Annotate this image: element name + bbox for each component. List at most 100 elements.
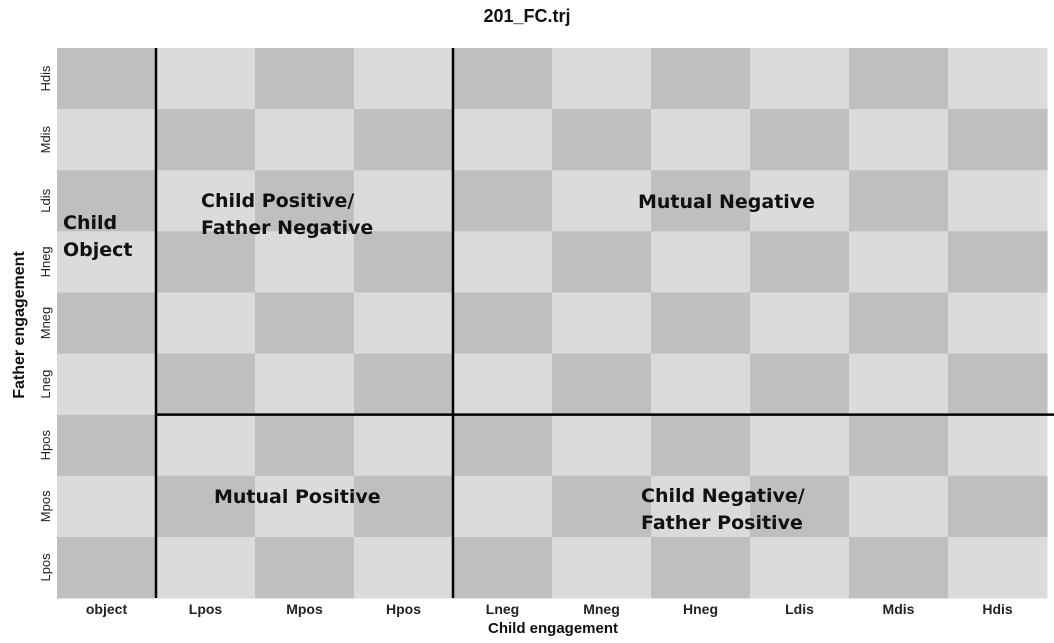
heatmap-cell [651,231,751,293]
heatmap-cell [57,292,157,355]
heatmap-cell [354,414,454,477]
x-tick-label: Hdis [982,601,1013,617]
y-tick-label: Hneg [38,246,53,277]
heatmap-cell [354,536,454,599]
heatmap-cell [453,231,553,293]
heatmap-cell [156,414,256,477]
heatmap-cell [57,109,157,171]
heatmap-cell [849,475,949,538]
heatmap-cell [453,292,553,355]
heatmap-cell [948,170,1048,232]
heatmap-cell [453,475,553,538]
heatmap-cell [849,170,949,232]
heatmap-cell [255,292,355,355]
region-label-mutual-positive: Mutual Positive [214,486,381,508]
heatmap-cell [849,231,949,293]
heatmap-cell [156,231,256,293]
heatmap-cell [354,292,454,355]
y-tick-label: Mpos [38,490,53,522]
heatmap-cell [57,475,157,538]
heatmap-cell [552,109,652,171]
heatmap-cell [255,109,355,171]
heatmap-cell [453,109,553,171]
heatmap-cell [255,536,355,599]
heatmap-cell [750,475,850,538]
heatmap-cell [849,109,949,171]
heatmap-cell [354,48,454,110]
heatmap-cell [948,414,1048,477]
heatmap-cell [750,48,850,110]
x-tick-label: Ldis [785,601,814,617]
heatmap-cell [453,353,553,416]
y-axis-label: Father engagement [11,251,28,399]
heatmap-cell [552,231,652,293]
y-tick-label: Hpos [38,430,53,461]
heatmap-cell [651,292,751,355]
heatmap-cell [156,48,256,110]
heatmap-cell [750,414,850,477]
heatmap-cell [156,292,256,355]
heatmap-cell [948,353,1048,416]
heatmap-cell [948,536,1048,599]
heatmap-cell [156,353,256,416]
heatmap-cell [750,353,850,416]
heatmap-cell [948,231,1048,293]
heatmap-cell [255,353,355,416]
heatmap-cell [552,48,652,110]
heatmap-cell [552,414,652,477]
heatmap-cell [651,109,751,171]
heatmap-cell [651,170,751,232]
region-label-child-object: Child Object [63,212,133,261]
heatmap-cell [156,109,256,171]
heatmap-cell [750,231,850,293]
x-tick-label: Hneg [683,601,718,617]
x-tick-label: Hpos [386,601,421,617]
heatmap-cell [453,536,553,599]
x-tick-label: Lneg [486,601,519,617]
heatmap-cell [255,48,355,110]
heatmap-cell [651,48,751,110]
chart-title: 201_FC.trj [483,6,571,26]
heatmap-cell [57,536,157,599]
heatmap-cell [255,414,355,477]
y-tick-label: Lneg [38,370,53,399]
heatmap-cell [750,109,850,171]
heatmap-cell [948,48,1048,110]
heatmap-cell [453,414,553,477]
heatmap-cell [156,475,256,538]
heatmap-cell [750,536,850,599]
x-axis-label: Child engagement [487,620,619,637]
x-tick-label: Mpos [286,601,323,617]
heatmap-cell [651,353,751,416]
heatmap-cell [57,48,157,110]
x-tick-label: Lpos [189,601,223,617]
y-tick-label: Hdis [38,65,53,92]
heatmap-cell [948,292,1048,355]
heatmap-cell [552,353,652,416]
heatmap-cell [453,48,553,110]
heatmap-cell [651,414,751,477]
heatmap-cell [651,475,751,538]
heatmap-cell [57,414,157,477]
heatmap-cell [255,475,355,538]
heatmap-cell [849,48,949,110]
heatmap-cell [849,353,949,416]
heatmap-cell [552,475,652,538]
heatmap-cell [57,353,157,416]
heatmap-cell [750,170,850,232]
heatmap-cell [651,536,751,599]
x-tick-label: Mneg [583,601,620,617]
heatmap-cell [849,292,949,355]
region-label-child-negative-father-positive: Child Negative/ Father Positive [641,485,805,534]
region-label-child-positive-father-negative: Child Positive/ Father Negative [201,190,374,239]
region-label-mutual-negative: Mutual Negative [638,191,816,213]
heatmap-cell [354,231,454,293]
y-tick-label: Lpos [38,553,53,582]
heatmap-cell [948,475,1048,538]
x-tick-label: Mdis [883,601,915,617]
y-tick-label: Ldis [38,188,53,212]
heatmap-cell [57,231,157,293]
heatmap-cell [354,109,454,171]
heatmap-cell [354,353,454,416]
